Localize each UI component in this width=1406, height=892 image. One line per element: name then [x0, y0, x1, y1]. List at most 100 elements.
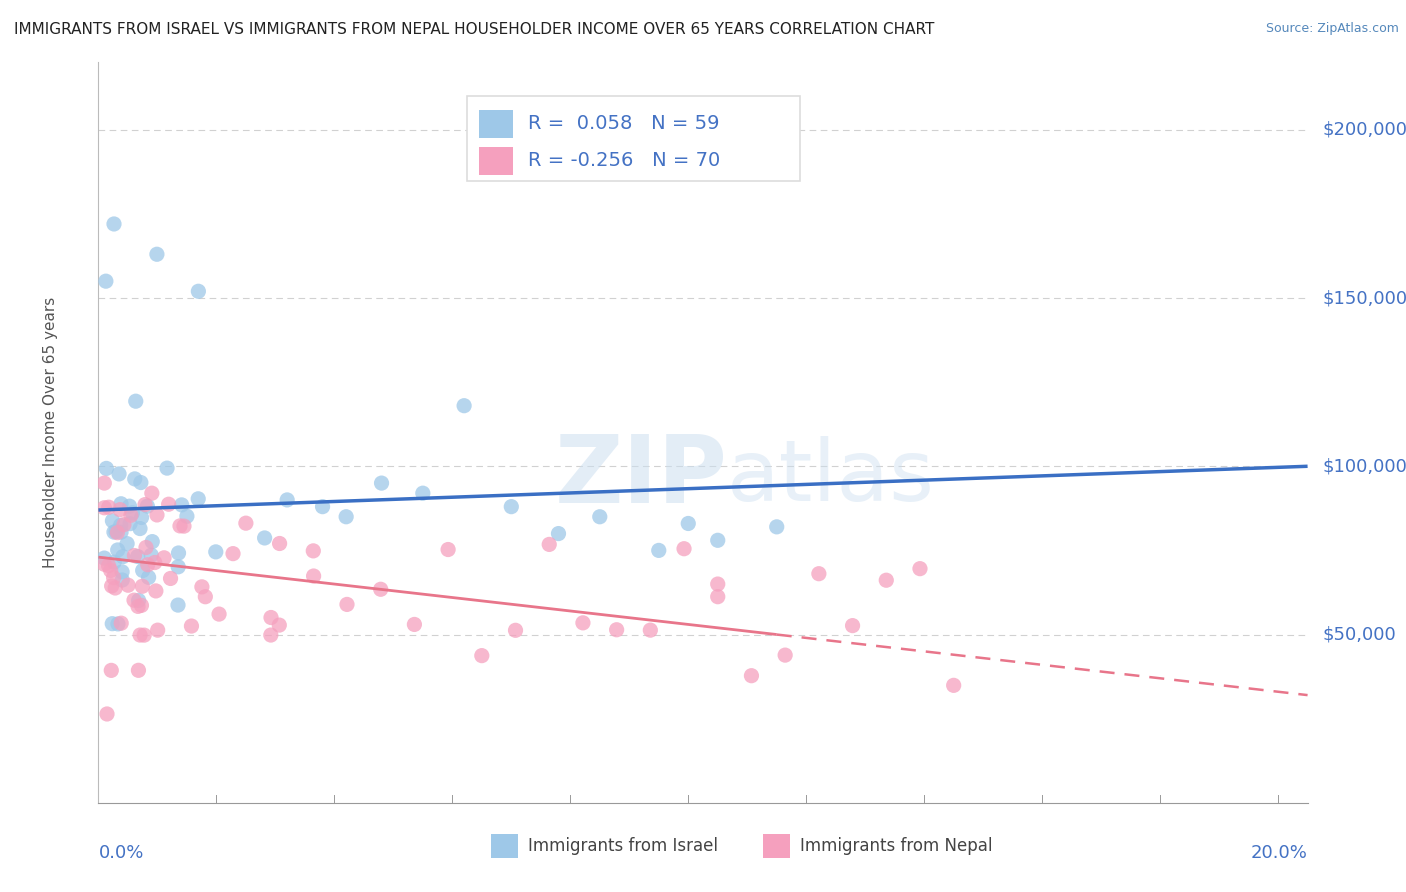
Point: [138, 570, 160, 584]
Point: [97, 558, 120, 573]
Point: [404, 617, 426, 632]
Point: [135, 541, 157, 555]
Point: [589, 509, 612, 524]
Point: [94, 274, 117, 288]
Point: [129, 522, 152, 536]
Point: [146, 623, 169, 637]
Point: [167, 598, 190, 612]
Point: [156, 461, 179, 475]
Point: [100, 563, 122, 577]
Text: 0.0%: 0.0%: [98, 844, 143, 862]
Point: [260, 628, 283, 642]
Point: [453, 399, 475, 413]
Point: [111, 565, 134, 579]
Point: [131, 510, 153, 524]
Point: [127, 599, 149, 614]
Point: [125, 394, 148, 409]
Point: [302, 569, 325, 583]
Point: [765, 520, 787, 534]
Point: [96, 461, 118, 475]
Point: [572, 615, 595, 630]
Point: [170, 498, 193, 512]
Point: [908, 562, 931, 576]
Point: [110, 616, 132, 631]
Point: [336, 598, 359, 612]
Point: [471, 648, 494, 663]
Text: $100,000: $100,000: [1322, 458, 1406, 475]
Text: atlas: atlas: [727, 435, 935, 518]
Text: Source: ZipAtlas.com: Source: ZipAtlas.com: [1265, 22, 1399, 36]
Point: [100, 579, 122, 593]
Point: [103, 570, 125, 584]
Point: [136, 558, 159, 572]
Text: R =  0.058   N = 59: R = 0.058 N = 59: [527, 114, 720, 134]
Point: [194, 590, 217, 604]
Point: [110, 497, 132, 511]
Point: [335, 509, 357, 524]
Point: [105, 525, 128, 540]
Point: [124, 472, 146, 486]
Point: [141, 534, 163, 549]
FancyBboxPatch shape: [467, 95, 800, 181]
Point: [141, 486, 163, 500]
Point: [93, 558, 115, 572]
Point: [131, 599, 153, 613]
Text: $200,000: $200,000: [1322, 120, 1406, 139]
Point: [167, 546, 190, 560]
Point: [134, 628, 156, 642]
Point: [93, 551, 115, 566]
Text: IMMIGRANTS FROM ISRAEL VS IMMIGRANTS FROM NEPAL HOUSEHOLDER INCOME OVER 65 YEARS: IMMIGRANTS FROM ISRAEL VS IMMIGRANTS FRO…: [14, 22, 935, 37]
FancyBboxPatch shape: [492, 834, 517, 857]
Point: [841, 618, 863, 632]
Point: [136, 499, 159, 513]
Point: [807, 566, 830, 581]
Point: [105, 524, 128, 539]
FancyBboxPatch shape: [479, 147, 513, 175]
Point: [127, 663, 149, 677]
Point: [276, 492, 298, 507]
Point: [173, 519, 195, 533]
Point: [101, 616, 124, 631]
Point: [122, 593, 145, 607]
Point: [269, 536, 291, 550]
Point: [235, 516, 257, 531]
Point: [124, 549, 146, 563]
Point: [606, 623, 628, 637]
Text: Immigrants from Nepal: Immigrants from Nepal: [800, 837, 993, 855]
Point: [706, 590, 728, 604]
FancyBboxPatch shape: [763, 834, 790, 857]
Point: [501, 500, 523, 514]
Point: [169, 519, 191, 533]
Text: Householder Income Over 65 years: Householder Income Over 65 years: [42, 297, 58, 568]
Point: [100, 664, 122, 678]
Point: [112, 517, 135, 532]
Point: [121, 506, 143, 520]
Point: [141, 548, 163, 562]
Point: [222, 547, 245, 561]
Point: [176, 509, 198, 524]
Point: [146, 508, 169, 522]
Point: [191, 580, 214, 594]
Point: [97, 500, 120, 515]
Point: [131, 579, 153, 593]
Point: [269, 618, 291, 632]
Point: [134, 498, 156, 512]
Point: [110, 525, 132, 540]
Point: [103, 525, 125, 540]
Point: [678, 516, 700, 531]
Point: [437, 542, 460, 557]
Point: [111, 573, 134, 587]
Point: [370, 476, 392, 491]
Point: [673, 541, 696, 556]
Point: [159, 571, 181, 585]
Point: [253, 531, 276, 545]
Point: [773, 648, 796, 662]
Point: [302, 544, 325, 558]
Point: [875, 573, 897, 587]
Point: [538, 537, 561, 551]
Point: [110, 518, 132, 533]
Point: [107, 543, 129, 558]
Point: [96, 706, 118, 721]
Text: Immigrants from Israel: Immigrants from Israel: [527, 837, 717, 855]
Point: [412, 486, 434, 500]
